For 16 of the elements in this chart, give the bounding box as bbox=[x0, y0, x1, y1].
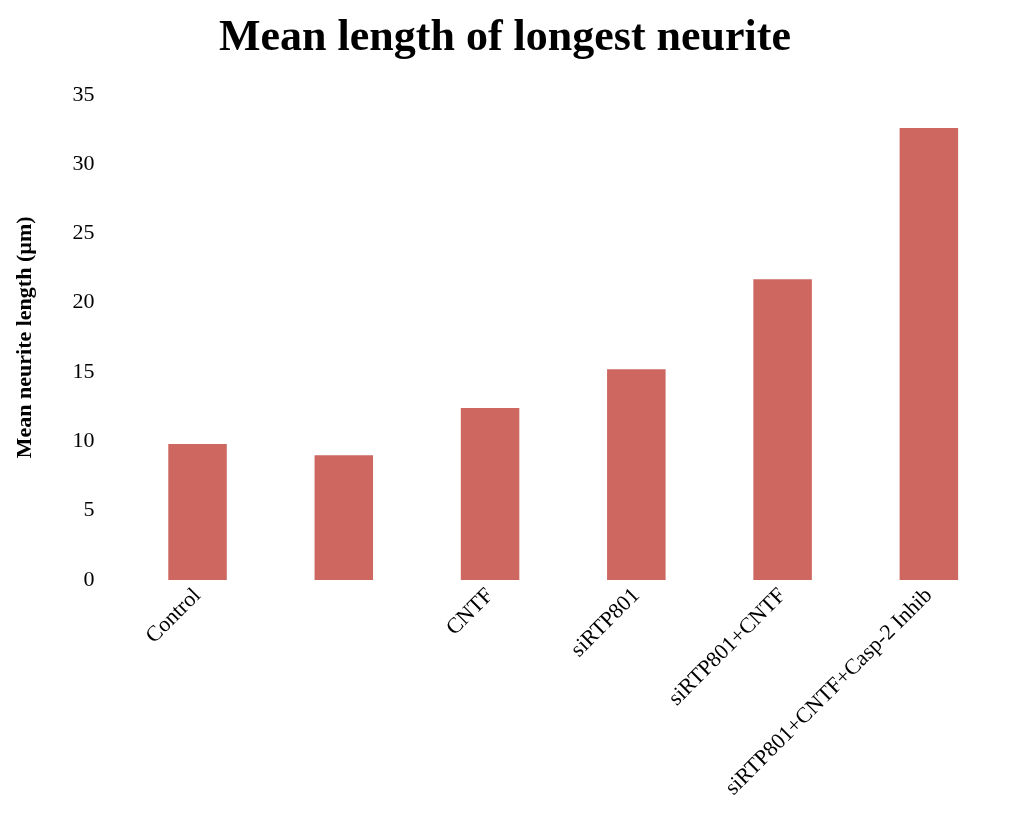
y-tick-label: 25 bbox=[72, 219, 95, 245]
bar bbox=[168, 444, 227, 580]
y-axis-title: Mean neurite length (µm) bbox=[10, 216, 36, 459]
y-tick-label: 10 bbox=[72, 427, 95, 453]
bar bbox=[753, 279, 812, 580]
y-tick-label: 30 bbox=[72, 149, 95, 175]
bar bbox=[899, 128, 959, 580]
y-tick-label: 35 bbox=[72, 80, 95, 106]
y-tick-label: 0 bbox=[83, 565, 95, 591]
bar bbox=[314, 455, 374, 580]
y-tick-label: 15 bbox=[72, 357, 95, 383]
y-tick-label: 5 bbox=[83, 496, 95, 522]
y-tick-label: 20 bbox=[72, 288, 95, 314]
bar bbox=[460, 408, 520, 580]
bar bbox=[607, 369, 666, 580]
chart-title: Mean length of longest neurite bbox=[219, 10, 791, 60]
